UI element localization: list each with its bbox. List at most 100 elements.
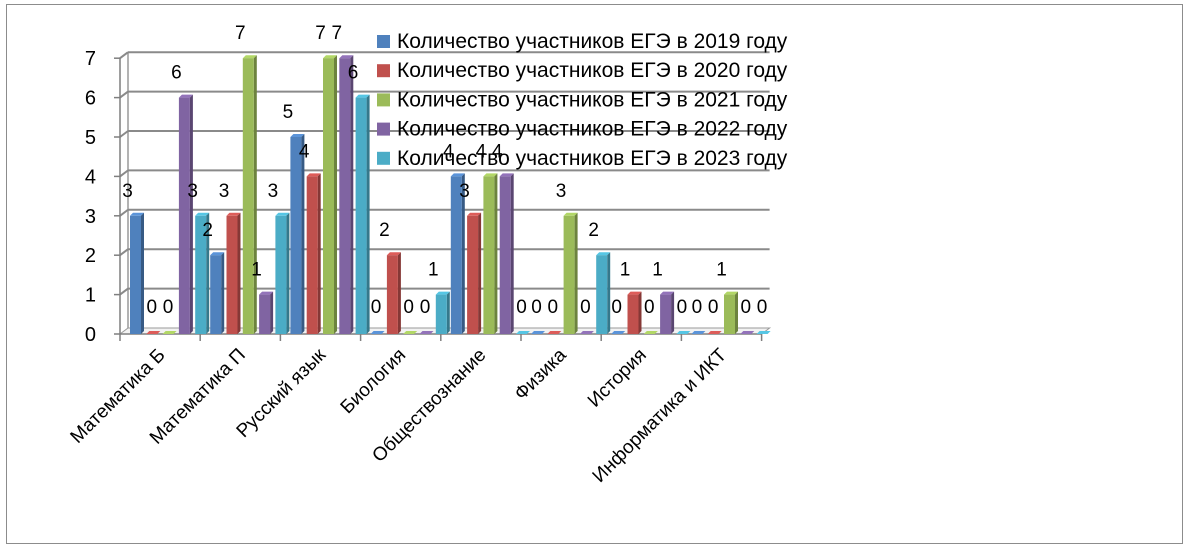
bar-top [547,331,562,334]
data-label: 4 [299,141,310,162]
data-label: 4 [476,141,487,162]
bar-side [334,55,337,334]
bar-top [386,252,401,256]
data-label: 1 [652,260,663,281]
data-label: 6 [348,63,359,84]
bar-top [676,331,691,334]
bar-front [499,176,511,334]
bar [579,331,594,334]
bar-top [563,212,578,216]
bar-front [306,176,318,334]
bar-front [724,294,735,334]
y-tick-label: 5 [85,127,96,149]
legend-swatch [377,35,390,48]
bar-side [397,252,401,334]
bar-side [237,212,241,334]
bar-top [290,134,305,137]
data-label: 4 [492,141,503,162]
bar-front [275,215,287,334]
gridline-slant [119,130,129,138]
bar [355,94,370,334]
data-label: 0 [692,297,703,318]
bar [707,331,722,334]
bar-side [301,134,305,334]
bar [370,331,385,334]
data-label: 0 [403,297,414,318]
category-label: Физика [511,344,571,404]
bar-top [643,331,658,334]
data-label: 4 [443,141,454,162]
y-tick-label: 6 [85,88,96,110]
bar-top [627,291,642,295]
bar [339,55,354,334]
bar [386,252,401,334]
bar-side [638,291,642,334]
bar-top [724,291,738,295]
legend: Количество участников ЕГЭ в 2019 году Кол… [377,30,788,170]
bar-side [494,173,498,334]
bar-top [146,331,161,334]
bar-top [370,331,385,334]
bar [275,212,290,334]
bar-side [366,94,370,334]
data-label: 0 [611,297,622,318]
data-label: 0 [741,297,752,318]
data-label: 2 [588,220,599,241]
bar-front [563,215,575,334]
bar [483,173,498,334]
bar [259,291,274,334]
legend-item: Количество участников ЕГЭ в 2019 году [377,30,788,53]
legend-label: Количество участников ЕГЭ в 2020 году [397,59,788,82]
data-label: 1 [716,260,727,281]
y-tick-label: 4 [85,166,96,188]
data-label: 0 [580,297,591,318]
data-label: 7 [332,23,343,44]
bar-top [691,331,706,334]
bar-front [226,215,238,334]
bar-side [350,55,354,334]
data-label: 5 [283,102,294,123]
bar-top [195,212,210,216]
bar-front [290,137,302,334]
bar-top [450,173,465,177]
bar-top [323,55,337,59]
bar-top [611,331,626,334]
bar-side [317,173,321,334]
legend-item: Количество участников ЕГЭ в 2023 году [377,147,788,170]
bar-side [221,252,225,334]
gridline-slant [119,90,129,99]
bar [467,212,482,334]
bar [676,331,691,334]
bar [660,291,675,334]
bar-top [531,331,545,334]
bar-top [178,94,193,98]
bar-front [130,215,141,334]
bar-top [740,331,755,334]
legend-swatch [377,122,390,136]
bar-top [162,331,177,334]
data-label: 3 [122,181,133,202]
bar-top [130,212,144,216]
bar [195,212,210,334]
bar-top [226,212,241,216]
bar [162,331,177,334]
bar-side [141,212,144,334]
bar-top [242,55,257,59]
data-label: 1 [620,260,631,281]
data-label: 0 [644,297,655,318]
bar [242,55,257,334]
bar-top [403,331,418,334]
data-label: 0 [516,297,527,318]
y-tick-label: 0 [85,324,96,346]
bar-side [510,173,514,334]
bar-top [306,173,321,177]
bar-side [574,212,578,334]
data-label: 0 [677,297,688,318]
bar-top [275,212,290,216]
bar [306,173,321,334]
bar-top [579,331,594,334]
bar [627,291,642,334]
bar-front [355,97,367,334]
